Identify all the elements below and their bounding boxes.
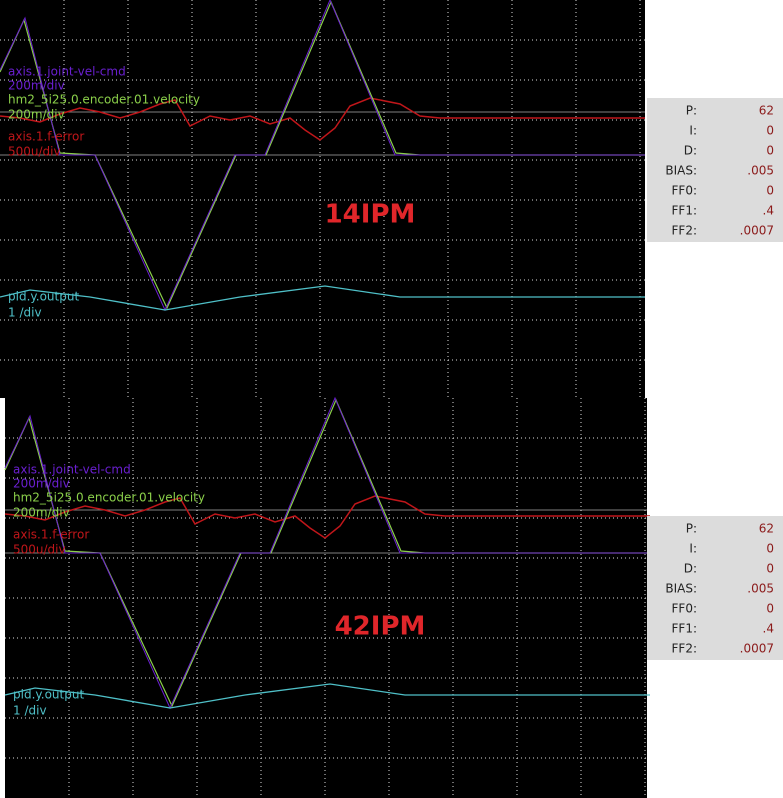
- param-name: FF1:: [672, 622, 697, 636]
- speed-label: 42IPM: [335, 612, 426, 642]
- channel-name: axis.1.f-error: [8, 130, 84, 144]
- param-table-bg: [647, 516, 783, 660]
- trace: [0, 285, 645, 311]
- param-name: D:: [684, 562, 697, 576]
- channel-scale: 500u/div: [8, 145, 61, 159]
- param-value: .4: [763, 622, 774, 636]
- scope-panel: axis.1.joint-vel-cmd200m/divhm2_5i25.0.e…: [0, 0, 645, 398]
- param-table-bg: [647, 98, 783, 242]
- param-value: 0: [766, 184, 774, 198]
- speed-label: 14IPM: [325, 200, 416, 230]
- channel-name: axis.1.joint-vel-cmd: [13, 463, 131, 477]
- param-name: I:: [689, 542, 697, 556]
- scope-background: [5, 398, 647, 798]
- channel-scale: 1 /div: [13, 704, 47, 718]
- param-value: 0: [766, 542, 774, 556]
- trace: [0, 97, 645, 141]
- param-value: 0: [766, 602, 774, 616]
- channel-name: pid.y.output: [13, 688, 84, 702]
- trace: [0, 0, 645, 312]
- scope-panel: axis.1.joint-vel-cmd200m/divhm2_5i25.0.e…: [4, 396, 650, 798]
- param-name: P:: [686, 522, 697, 536]
- channel-scale: 500u/div: [13, 543, 66, 557]
- channel-name: hm2_5i25.0.encoder.01.velocity: [8, 93, 200, 107]
- param-name: FF2:: [672, 224, 697, 238]
- param-value: .4: [763, 204, 774, 218]
- param-name: I:: [689, 124, 697, 138]
- scope-background: [0, 0, 645, 398]
- channel-scale: 200m/div: [13, 477, 70, 491]
- param-name: FF0:: [672, 184, 697, 198]
- param-value: 0: [766, 124, 774, 138]
- param-value: .0007: [740, 224, 774, 238]
- param-name: BIAS:: [665, 164, 697, 178]
- param-value: 0: [766, 144, 774, 158]
- param-table: P: 62 I: 0 D: 0 BIAS: .005 FF0: 0 FF1: .4 FF2: .0007: [647, 98, 783, 242]
- param-name: FF0:: [672, 602, 697, 616]
- param-name: D:: [684, 144, 697, 158]
- channel-scale: 200m/div: [8, 79, 65, 93]
- param-value: 62: [759, 104, 774, 118]
- channel-name: pid.y.output: [8, 290, 79, 304]
- channel-scale: 200m/div: [8, 108, 65, 122]
- channel-scale: 1 /div: [8, 306, 42, 320]
- param-value: 62: [759, 522, 774, 536]
- trace: [4, 495, 650, 539]
- param-name: FF2:: [672, 642, 697, 656]
- channel-scale: 200m/div: [13, 506, 70, 520]
- param-value: 0: [766, 562, 774, 576]
- channel-name: hm2_5i25.0.encoder.01.velocity: [13, 491, 205, 505]
- trace: [4, 683, 650, 709]
- param-table: P: 62 I: 0 D: 0 BIAS: .005 FF0: 0 FF1: .4 FF2: .0007: [647, 516, 783, 660]
- param-value: .005: [747, 164, 774, 178]
- channel-name: axis.1.f-error: [13, 528, 89, 542]
- param-value: .005: [747, 582, 774, 596]
- param-value: .0007: [740, 642, 774, 656]
- trace: [4, 396, 650, 710]
- param-name: P:: [686, 104, 697, 118]
- channel-name: axis.1.joint-vel-cmd: [8, 65, 126, 79]
- param-name: BIAS:: [665, 582, 697, 596]
- param-name: FF1:: [672, 204, 697, 218]
